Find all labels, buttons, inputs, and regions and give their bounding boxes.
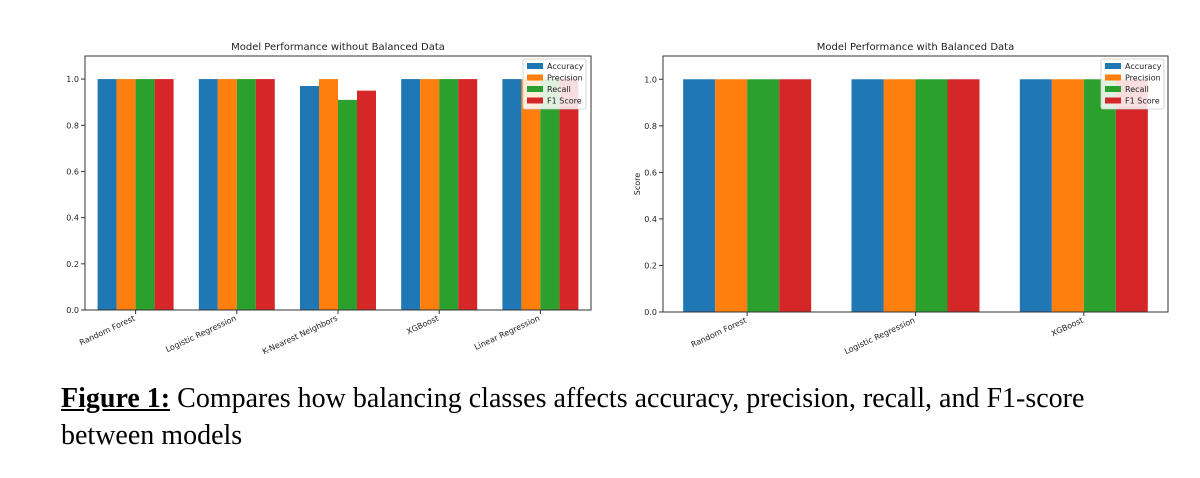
chart-title-unbalanced: Model Performance without Balanced Data — [231, 42, 445, 53]
xtick-label-unbalanced: Logistic Regression — [164, 314, 237, 355]
bar-unbalanced-linear-regression-recall — [540, 79, 560, 310]
legend-swatch-unbalanced-precision — [527, 74, 543, 81]
legend-label-balanced-recall: Recall — [1125, 85, 1149, 94]
ytick-label-balanced: 0.2 — [644, 261, 657, 270]
xtick-label-balanced: Random Forest — [690, 316, 748, 350]
bar-unbalanced-random-forest-precision — [116, 79, 136, 310]
bar-unbalanced-random-forest-f1-score — [154, 79, 174, 310]
bar-unbalanced-random-forest-recall — [135, 79, 155, 310]
bar-balanced-xgboost-accuracy — [1019, 79, 1052, 312]
caption-lead: Figure 1: — [61, 383, 171, 414]
bar-balanced-random-forest-recall — [747, 79, 780, 312]
bar-unbalanced-linear-regression-accuracy — [502, 79, 522, 310]
legend-swatch-balanced-recall — [1105, 86, 1121, 92]
xtick-label-unbalanced: XGBoost — [405, 314, 440, 337]
legend-label-balanced-f1-score: F1 Score — [1125, 97, 1160, 106]
figure-charts: Model Performance without Balanced Data 0… — [66, 42, 1169, 357]
bar-unbalanced-logistic-regression-recall — [236, 79, 256, 310]
xtick-label-unbalanced: Random Forest — [78, 314, 136, 348]
bar-unbalanced-logistic-regression-accuracy — [198, 79, 218, 310]
ytick-label-balanced: 0.6 — [644, 168, 657, 177]
legend-swatch-balanced-accuracy — [1105, 63, 1121, 69]
ytick-label-unbalanced: 0.2 — [66, 260, 79, 269]
bar-unbalanced-k-nearest-neighbors-accuracy — [300, 86, 319, 310]
ytick-label-balanced: 0.8 — [644, 122, 657, 131]
bar-balanced-xgboost-precision — [1051, 79, 1084, 312]
y-axis-label-balanced: Score — [633, 173, 642, 195]
figure-caption: Figure 1: Compares how balancing classes… — [61, 380, 1141, 454]
ytick-label-balanced: 0.0 — [644, 308, 657, 317]
bar-balanced-random-forest-f1-score — [779, 79, 812, 312]
ytick-label-unbalanced: 1.0 — [66, 75, 79, 84]
ytick-label-balanced: 0.4 — [644, 215, 657, 224]
bar-unbalanced-linear-regression-precision — [521, 79, 541, 310]
legend-swatch-balanced-precision — [1105, 74, 1121, 81]
bar-unbalanced-xgboost-accuracy — [401, 79, 421, 310]
legend-label-unbalanced-accuracy: Accuracy — [547, 62, 584, 71]
bar-unbalanced-logistic-regression-f1-score — [255, 79, 275, 310]
bar-balanced-logistic-regression-precision — [883, 79, 916, 312]
legend-label-unbalanced-precision: Precision — [547, 74, 583, 83]
bar-balanced-logistic-regression-accuracy — [851, 79, 884, 312]
bar-unbalanced-logistic-regression-precision — [217, 79, 237, 310]
legend-label-balanced-precision: Precision — [1125, 74, 1161, 83]
bar-balanced-logistic-regression-f1-score — [947, 79, 980, 312]
bar-balanced-random-forest-accuracy — [683, 79, 716, 312]
xtick-label-unbalanced: Linear Regression — [473, 314, 541, 352]
bar-balanced-logistic-regression-recall — [915, 79, 948, 312]
xtick-label-balanced: XGBoost — [1050, 316, 1085, 339]
bar-unbalanced-random-forest-accuracy — [97, 79, 117, 310]
bar-unbalanced-xgboost-recall — [439, 79, 459, 310]
bar-balanced-random-forest-precision — [715, 79, 748, 312]
legend-box-unbalanced — [522, 58, 587, 110]
ytick-label-unbalanced: 0.0 — [66, 306, 79, 315]
legend-label-unbalanced-recall: Recall — [547, 85, 571, 94]
ytick-label-unbalanced: 0.8 — [66, 121, 79, 130]
chart-title-balanced: Model Performance with Balanced Data — [817, 42, 1014, 53]
legend-box-balanced — [1100, 58, 1165, 110]
xtick-label-balanced: Logistic Regression — [843, 316, 916, 357]
bar-unbalanced-k-nearest-neighbors-f1-score — [357, 90, 376, 311]
legend-label-unbalanced-f1-score: F1 Score — [547, 97, 582, 106]
bar-balanced-xgboost-recall — [1083, 79, 1116, 312]
bar-unbalanced-xgboost-f1-score — [458, 79, 478, 310]
legend-swatch-unbalanced-accuracy — [527, 63, 543, 69]
legend-label-balanced-accuracy: Accuracy — [1125, 62, 1162, 71]
legend-swatch-unbalanced-f1-score — [527, 97, 543, 104]
ytick-label-balanced: 1.0 — [644, 75, 657, 84]
bar-unbalanced-xgboost-precision — [420, 79, 440, 310]
legend-swatch-unbalanced-recall — [527, 86, 543, 92]
ytick-label-unbalanced: 0.4 — [66, 214, 79, 223]
legend-swatch-balanced-f1-score — [1105, 97, 1121, 104]
ytick-label-unbalanced: 0.6 — [66, 167, 79, 176]
bar-unbalanced-k-nearest-neighbors-precision — [319, 79, 338, 310]
bar-unbalanced-linear-regression-f1-score — [559, 79, 579, 310]
bar-balanced-xgboost-f1-score — [1115, 79, 1148, 312]
bar-unbalanced-k-nearest-neighbors-recall — [338, 99, 357, 310]
xtick-label-unbalanced: K-Nearest Neighbors — [261, 314, 339, 357]
caption-text: Compares how balancing classes affects a… — [61, 383, 1085, 451]
